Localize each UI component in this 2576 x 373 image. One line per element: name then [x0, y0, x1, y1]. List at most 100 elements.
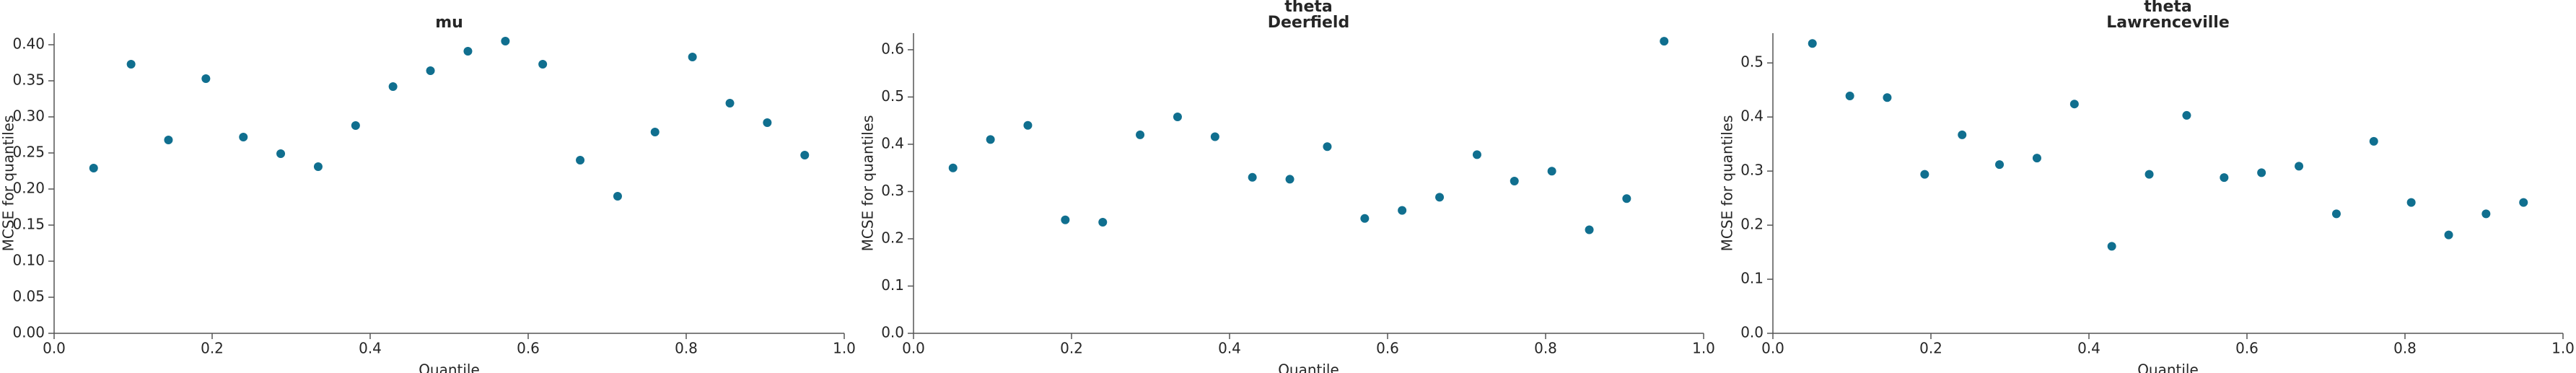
y-tick-label: 0.1: [881, 276, 904, 294]
point: [276, 149, 286, 158]
point: [800, 151, 810, 159]
point: [2107, 242, 2116, 251]
point: [1398, 206, 1407, 215]
chart-title: theta: [1284, 0, 1332, 16]
point: [164, 136, 173, 144]
point: [688, 53, 697, 61]
y-axis-label: MCSE for quantiles: [0, 115, 17, 252]
y-tick-label: 0.15: [12, 216, 45, 233]
x-tick-label: 0.8: [1534, 340, 1557, 357]
point: [1510, 177, 1519, 186]
point: [1920, 170, 1929, 179]
x-tick-label: 0.4: [2077, 340, 2100, 357]
point: [1360, 214, 1370, 223]
x-tick-label: 0.2: [1919, 340, 1942, 357]
point: [2369, 136, 2378, 146]
point: [2444, 230, 2453, 240]
point: [1547, 167, 1556, 176]
point: [388, 82, 398, 91]
point: [126, 60, 136, 69]
point: [89, 164, 98, 172]
y-tick-label: 0.6: [881, 40, 904, 57]
point: [463, 47, 473, 56]
y-tick-label: 0.5: [1740, 53, 1764, 71]
x-tick-label: 0.0: [43, 340, 66, 357]
point: [613, 192, 622, 201]
point: [1285, 175, 1294, 184]
point: [725, 99, 735, 107]
point: [1622, 194, 1631, 203]
point: [650, 128, 660, 136]
point: [948, 163, 958, 172]
point: [538, 60, 548, 69]
point: [2257, 168, 2266, 177]
y-tick-label: 0.20: [12, 180, 45, 197]
x-tick-label: 0.2: [201, 340, 224, 357]
x-axis-label: Quantile: [1278, 361, 1339, 373]
x-tick-label: 0.8: [2393, 340, 2417, 357]
y-tick-label: 0.5: [881, 87, 904, 105]
y-axis-label: MCSE for quantiles: [859, 115, 877, 252]
point: [351, 121, 360, 130]
x-tick-label: 1.0: [2551, 340, 2575, 357]
point: [2295, 162, 2304, 171]
y-tick-label: 0.00: [12, 324, 45, 341]
x-axis-label: Quantile: [419, 361, 480, 373]
point: [1435, 193, 1445, 202]
y-tick-label: 0.10: [12, 252, 45, 269]
point: [426, 66, 435, 75]
x-tick-label: 0.4: [359, 340, 382, 357]
x-tick-label: 0.2: [1060, 340, 1083, 357]
point: [1061, 215, 1070, 224]
x-tick-label: 0.0: [1761, 340, 1784, 357]
point: [2406, 198, 2416, 207]
point: [1023, 120, 1033, 130]
y-tick-label: 0.0: [1740, 324, 1764, 341]
x-tick-label: 0.0: [902, 340, 925, 357]
point: [1210, 132, 1219, 141]
point: [2145, 170, 2154, 179]
point: [1585, 225, 1594, 234]
y-tick-label: 0.30: [12, 107, 45, 125]
y-tick-label: 0.3: [881, 182, 904, 199]
point: [1995, 160, 2005, 170]
y-tick-label: 0.25: [12, 144, 45, 161]
point: [2220, 173, 2229, 183]
y-tick-label: 0.3: [1740, 162, 1764, 179]
y-tick-label: 0.1: [1740, 270, 1764, 287]
y-tick-label: 0.4: [881, 134, 904, 152]
point: [1098, 218, 1108, 227]
x-tick-label: 0.4: [1218, 340, 1241, 357]
y-tick-label: 0.35: [12, 71, 45, 89]
point: [1845, 91, 1854, 100]
point: [1808, 39, 1817, 48]
x-tick-label: 0.8: [675, 340, 698, 357]
point: [986, 135, 995, 144]
point: [1136, 130, 1145, 139]
point: [2481, 209, 2491, 219]
y-tick-label: 0.2: [1740, 216, 1764, 233]
point: [2331, 209, 2341, 219]
point: [1958, 130, 1967, 139]
point: [313, 162, 323, 171]
chart-title: theta: [2144, 0, 2191, 16]
x-tick-label: 1.0: [1692, 340, 1715, 357]
point: [1173, 112, 1182, 121]
point: [576, 156, 585, 164]
x-axis-label: Quantile: [2137, 361, 2199, 373]
point: [1660, 37, 1669, 46]
y-tick-label: 0.05: [12, 288, 45, 305]
point: [2069, 100, 2079, 109]
point: [2182, 110, 2191, 120]
point: [763, 118, 772, 127]
chart-title: Deerfield: [1268, 14, 1349, 32]
y-tick-label: 0.0: [881, 324, 904, 341]
point: [1883, 93, 1892, 102]
y-tick-label: 0.40: [12, 35, 45, 53]
point: [201, 74, 211, 83]
point: [1248, 172, 1257, 182]
point: [2032, 154, 2041, 163]
point: [1323, 142, 1332, 152]
